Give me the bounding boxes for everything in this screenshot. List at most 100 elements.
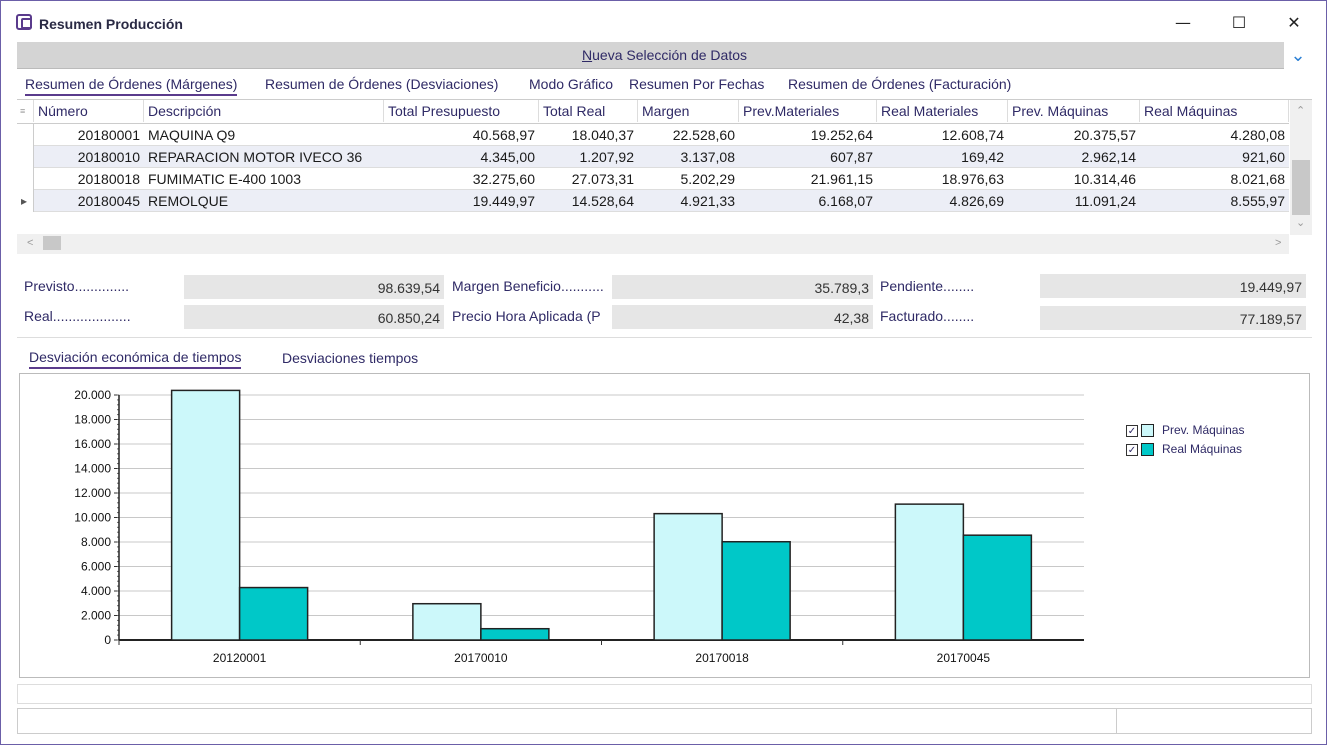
col-descripcion[interactable]: Descripción [144, 100, 384, 122]
bar-chart: 0 2.000 4.000 6.000 8.000 10.000 12.000 14.000 1… [74, 388, 1084, 665]
legend-swatch-real [1141, 443, 1154, 457]
scroll-left-icon[interactable]: < [27, 237, 34, 249]
y-tick-label: 10.000 [74, 511, 111, 525]
cell-prev-maq: 10.314,46 [1073, 171, 1136, 187]
tab-facturacion[interactable]: Resumen de Órdenes (Facturación) [788, 76, 1012, 92]
legend-item-real[interactable]: ✓ Real Máquinas [1126, 440, 1244, 459]
tab-modo-grafico[interactable]: Modo Gráfico [529, 76, 614, 92]
col-total-real[interactable]: Total Real [539, 100, 638, 122]
scroll-up-icon[interactable]: ⌃ [1296, 105, 1306, 117]
row-indicator-icon[interactable]: ▸ [17, 190, 34, 212]
col-numero[interactable]: Número [34, 100, 144, 122]
bar-real-maquinas [721, 540, 791, 641]
cell-prev-maq: 11.091,24 [1074, 193, 1136, 209]
cell-desc: REMOLQUE [148, 193, 229, 209]
table-row[interactable]: 20180018 FUMIMATIC E-400 1003 32.275,60 27.… [17, 168, 1289, 190]
cell-presupuesto: 19.449,97 [472, 193, 535, 209]
chart-panel: 0 2.000 4.000 6.000 8.000 10.000 12.000 14.000 1… [19, 373, 1310, 678]
cell-real-maq: 8.021,68 [1230, 171, 1286, 187]
col-total-presupuesto[interactable]: Total Presupuesto [384, 100, 539, 122]
new-selection-bar[interactable]: Nueva Selección de Datos ⌄ [17, 42, 1312, 69]
y-tick-label: 18.000 [74, 413, 111, 427]
checkbox-prev[interactable]: ✓ [1126, 424, 1138, 437]
cell-prev-mat: 19.252,64 [810, 127, 873, 143]
bar-real-maquinas [480, 627, 550, 641]
cell-real: 27.073,31 [571, 171, 634, 187]
orders-grid: ≡ Número Descripción Total Presupuesto T… [17, 99, 1312, 254]
close-button[interactable]: ✕ [1269, 9, 1319, 37]
legend-item-prev[interactable]: ✓ Prev. Máquinas [1126, 421, 1244, 440]
cell-num: 20180001 [77, 127, 140, 143]
select-all-icon[interactable]: ≡ [17, 100, 34, 122]
x-tick-label: 20170010 [454, 651, 508, 665]
cell-prev-mat: 607,87 [830, 149, 873, 165]
vertical-scrollbar[interactable]: ⌃ ⌄ [1290, 100, 1312, 235]
precio-label: Precio Hora Aplicada (P [452, 308, 601, 324]
cell-desc: REPARACION MOTOR IVECO 36 [148, 149, 363, 165]
x-tick-label: 20170045 [937, 651, 991, 665]
row-selector[interactable] [17, 124, 34, 146]
bar-prev-maquinas [894, 503, 965, 641]
cell-real-maq: 8.555,97 [1230, 193, 1286, 209]
table-row[interactable]: 20180001 MAQUINA Q9 40.568,97 18.040,37 22.5… [17, 124, 1289, 146]
minimize-button[interactable]: — [1158, 9, 1208, 37]
col-real-maquinas[interactable]: Real Máquinas [1140, 100, 1289, 122]
y-tick-label: 12.000 [74, 486, 111, 500]
row-selector[interactable] [17, 168, 34, 190]
facturado-label: Facturado........ [880, 308, 975, 324]
cell-margen: 22.528,60 [672, 127, 735, 143]
cell-real-maq: 4.280,08 [1230, 127, 1286, 143]
y-tick-label: 20.000 [74, 388, 111, 402]
cell-prev-maq: 2.962,14 [1081, 149, 1137, 165]
cell-num: 20180018 [77, 171, 140, 187]
col-prev-materiales[interactable]: Prev.Materiales [739, 100, 877, 122]
horizontal-scroll-thumb[interactable] [43, 236, 61, 250]
scroll-right-icon[interactable]: > [1275, 237, 1282, 249]
app-icon [16, 14, 32, 30]
table-row[interactable]: 20180010 REPARACION MOTOR IVECO 36 4.345,0… [17, 146, 1289, 168]
cell-desc: FUMIMATIC E-400 1003 [148, 171, 302, 187]
pendiente-label: Pendiente........ [880, 278, 975, 294]
tab-margenes[interactable]: Resumen de Órdenes (Márgenes) [25, 76, 238, 96]
col-margen[interactable]: Margen [638, 100, 739, 122]
vertical-scroll-thumb[interactable] [1292, 160, 1310, 215]
x-tick-label: 20120001 [213, 651, 267, 665]
tab-desviaciones-tiempos[interactable]: Desviaciones tiempos [282, 350, 419, 366]
tab-desviacion-economica[interactable]: Desviación económica de tiempos [29, 349, 242, 369]
y-tick-label: 2.000 [81, 609, 111, 623]
facturado-value: 77.189,57 [1040, 306, 1306, 330]
new-selection-accel: N [582, 47, 593, 63]
tab-desviaciones[interactable]: Resumen de Órdenes (Desviaciones) [265, 76, 499, 92]
col-real-materiales[interactable]: Real Materiales [877, 100, 1008, 122]
window-title: Resumen Producción [39, 16, 183, 32]
cell-num: 20180045 [77, 193, 140, 209]
cell-real: 18.040,37 [571, 127, 634, 143]
cell-desc: MAQUINA Q9 [148, 127, 236, 143]
cell-margen: 5.202,29 [680, 171, 736, 187]
cell-num: 20180010 [77, 149, 140, 165]
cell-prev-maq: 20.375,57 [1073, 127, 1136, 143]
cell-real-maq: 921,60 [1242, 149, 1285, 165]
checkbox-real[interactable]: ✓ [1126, 443, 1138, 456]
maximize-button[interactable]: ☐ [1214, 9, 1264, 37]
horizontal-scrollbar[interactable]: < > [17, 234, 1289, 254]
table-row[interactable]: ▸ 20180045 REMOLQUE 19.449,97 14.528,64 4.921… [17, 190, 1289, 212]
cell-presupuesto: 4.345,00 [480, 149, 536, 165]
cell-presupuesto: 40.568,97 [472, 127, 535, 143]
chart-legend: ✓ Prev. Máquinas ✓ Real Máquinas [1126, 421, 1244, 459]
y-tick-label: 16.000 [74, 437, 111, 451]
cell-real-mat: 4.826,69 [949, 193, 1005, 209]
row-selector[interactable] [17, 146, 34, 168]
cell-prev-mat: 21.961,15 [810, 171, 873, 187]
legend-label-prev: Prev. Máquinas [1162, 423, 1245, 437]
tab-resumen-fechas[interactable]: Resumen Por Fechas [629, 76, 765, 92]
bar-prev-maquinas [170, 389, 241, 641]
col-prev-maquinas[interactable]: Prev. Máquinas [1008, 100, 1140, 122]
cell-real-mat: 12.608,74 [941, 127, 1004, 143]
status-bar [17, 708, 1312, 734]
cell-real-mat: 169,42 [961, 149, 1004, 165]
real-label: Real.................... [24, 308, 131, 324]
scroll-down-icon[interactable]: ⌄ [1296, 217, 1306, 229]
chevron-down-icon[interactable]: ⌄ [1284, 42, 1312, 69]
y-tick-label: 14.000 [74, 462, 111, 476]
